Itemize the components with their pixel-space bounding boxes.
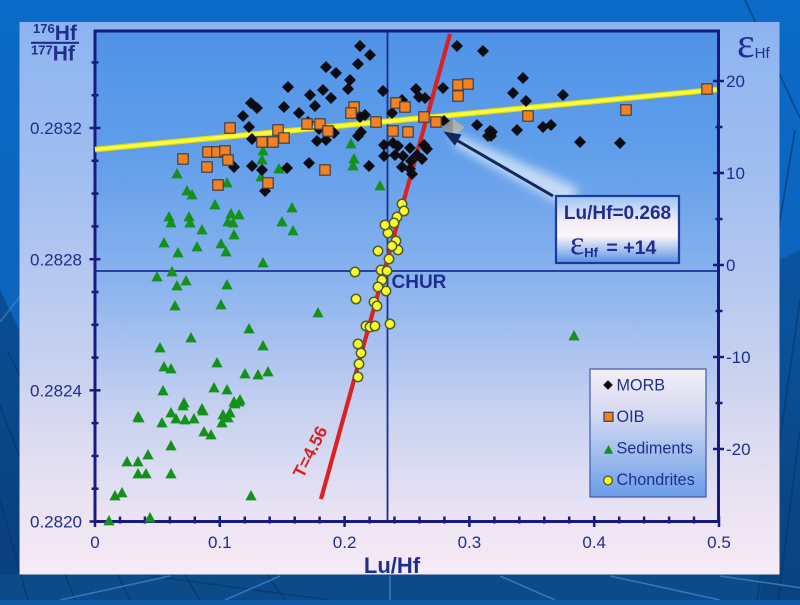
svg-text:εHf = +14: εHf = +14 [570,225,656,262]
svg-text:176Hf: 176Hf [33,21,78,45]
svg-text:0.1: 0.1 [208,533,232,552]
svg-text:0.5: 0.5 [707,533,731,552]
svg-text:0: 0 [726,256,735,275]
svg-text:CHUR: CHUR [392,272,447,293]
svg-text:10: 10 [726,164,745,183]
svg-text:-10: -10 [726,348,751,367]
svg-text:20: 20 [726,72,745,91]
svg-text:Lu/Hf=0.268: Lu/Hf=0.268 [564,203,671,224]
svg-text:0.2: 0.2 [333,533,357,552]
svg-text:εHf: εHf [737,21,770,67]
svg-text:0.3: 0.3 [458,533,482,552]
svg-text:-20: -20 [726,440,751,459]
svg-text:MORB: MORB [617,377,666,395]
svg-text:Lu/Hf: Lu/Hf [364,553,421,578]
svg-text:0.2832: 0.2832 [30,119,82,138]
svg-text:0.2828: 0.2828 [30,251,82,270]
svg-text:177Hf: 177Hf [31,43,76,66]
svg-text:0.2824: 0.2824 [30,382,82,401]
svg-text:0.2820: 0.2820 [30,513,82,532]
svg-text:Chondrites: Chondrites [617,471,695,489]
svg-text:0.4: 0.4 [582,533,606,552]
svg-text:Sediments: Sediments [617,440,693,458]
svg-text:OIB: OIB [617,408,645,426]
svg-text:0: 0 [90,533,99,552]
